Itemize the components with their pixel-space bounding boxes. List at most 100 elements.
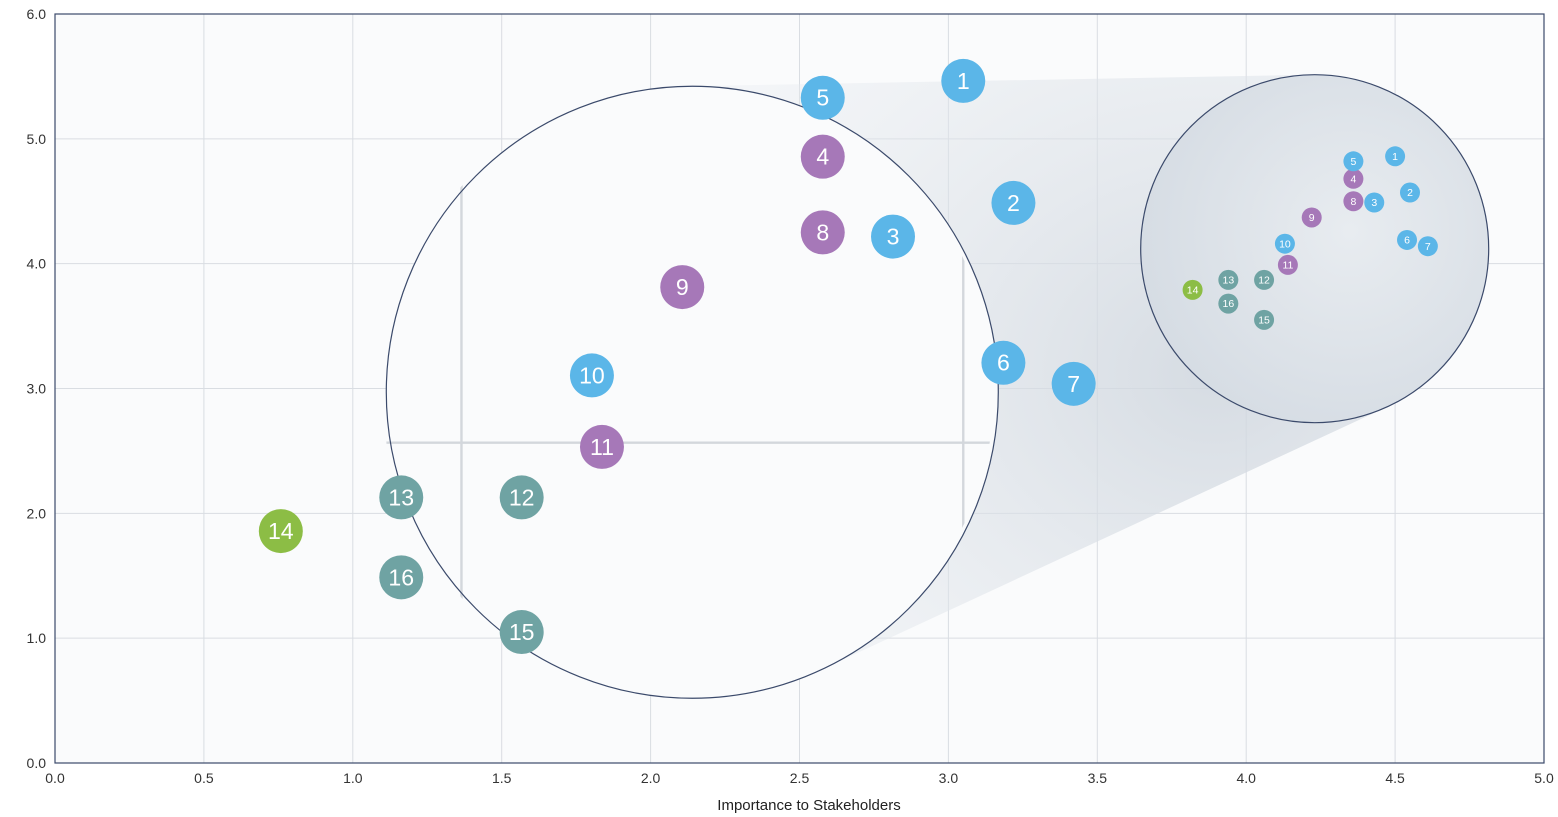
zoom-point-1-label: 1 (957, 68, 970, 94)
data-point-1-marker (1385, 146, 1406, 167)
zoom-point-2-marker (991, 180, 1036, 225)
data-point-12-label: 12 (1258, 274, 1270, 286)
zoom-point-4: 4 (800, 134, 845, 179)
data-point-7-marker (1417, 236, 1438, 257)
zoom-point-13: 13 (379, 475, 424, 520)
data-point-10: 10 (1274, 233, 1295, 254)
zoom-point-8-label: 8 (816, 219, 829, 245)
zoom-point-10-marker (569, 353, 614, 398)
data-point-12: 12 (1254, 269, 1275, 290)
data-point-14-label: 14 (1187, 284, 1199, 296)
zoom-point-9-marker (660, 265, 705, 310)
data-point-15-marker (1254, 309, 1275, 330)
data-point-11-label: 11 (1282, 260, 1293, 272)
zoom-point-3-marker (871, 214, 916, 259)
zoom-point-6-marker (981, 340, 1026, 385)
data-point-14: 14 (1182, 279, 1203, 300)
zoom-point-15-label: 15 (509, 619, 535, 645)
data-point-4-label: 4 (1350, 173, 1356, 185)
data-point-6-marker (1397, 229, 1418, 250)
zoom-point-15: 15 (499, 610, 544, 655)
zoom-point-10: 10 (569, 353, 614, 398)
zoom-point-12-marker (499, 475, 544, 520)
data-point-8: 8 (1343, 191, 1364, 212)
zoom-point-5: 5 (800, 75, 845, 120)
data-point-15: 15 (1254, 309, 1275, 330)
data-point-6-label: 6 (1404, 235, 1410, 247)
zoom-point-3: 3 (871, 214, 916, 259)
y-tick-label: 6.0 (27, 6, 47, 22)
zoom-point-2: 2 (991, 180, 1036, 225)
zoom-point-14-label: 14 (268, 518, 294, 544)
x-tick-label: 1.0 (343, 770, 363, 786)
data-point-5-marker (1343, 151, 1364, 172)
data-point-12-marker (1254, 269, 1275, 290)
data-point-6: 6 (1397, 229, 1418, 250)
zoom-point-16: 16 (379, 555, 424, 600)
data-point-13-marker (1218, 269, 1239, 290)
zoom-point-16-label: 16 (388, 564, 414, 590)
x-tick-label: 0.5 (194, 770, 214, 786)
zoom-point-13-marker (379, 475, 424, 520)
x-tick-label: 4.5 (1385, 770, 1405, 786)
zoom-magnified-circle-bg (386, 86, 999, 699)
zoom-point-14: 14 (258, 509, 303, 554)
zoom-point-1: 1 (941, 58, 986, 103)
zoom-point-7-marker (1051, 361, 1096, 406)
zoom-point-11: 11 (579, 424, 624, 469)
data-point-14-marker (1182, 279, 1203, 300)
zoom-point-9: 9 (660, 265, 705, 310)
data-point-2-marker (1399, 182, 1420, 203)
x-tick-label: 0.0 (45, 770, 65, 786)
zoom-point-1-marker (941, 58, 986, 103)
axes (54, 13, 1545, 764)
zoom-point-3-label: 3 (887, 224, 900, 250)
data-point-3-marker (1364, 192, 1385, 213)
zoom-point-7-label: 7 (1067, 371, 1080, 397)
zoom-point-9-label: 9 (676, 274, 689, 300)
zoom-point-2-label: 2 (1007, 190, 1020, 216)
x-tick-label: 2.0 (641, 770, 661, 786)
data-point-11: 11 (1277, 254, 1298, 275)
data-point-1-label: 1 (1392, 151, 1398, 163)
data-point-9-label: 9 (1309, 212, 1315, 224)
y-tick-label: 4.0 (27, 256, 47, 272)
data-point-8-marker (1343, 191, 1364, 212)
zoom-point-10-label: 10 (579, 362, 605, 388)
x-tick-label: 1.5 (492, 770, 512, 786)
zoom-point-8: 8 (800, 210, 845, 255)
data-point-2-label: 2 (1407, 187, 1413, 199)
zoom-point-8-marker (800, 210, 845, 255)
zoom-point-5-marker (800, 75, 845, 120)
zoom-point-16-marker (379, 555, 424, 600)
data-point-7: 7 (1417, 236, 1438, 257)
zoom-point-4-marker (800, 134, 845, 179)
zoom-point-5-label: 5 (816, 85, 829, 111)
zoom-point-13-label: 13 (388, 484, 414, 510)
zoom-inset: 1234567891011121314151612345678910111213… (258, 58, 1490, 699)
y-tick-label: 3.0 (27, 381, 47, 397)
x-tick-label: 5.0 (1534, 770, 1554, 786)
zoom-point-12: 12 (499, 475, 544, 520)
plot-frame (54, 13, 1545, 764)
x-tick-label: 2.5 (790, 770, 810, 786)
data-point-10-marker (1274, 233, 1295, 254)
zoom-point-6-label: 6 (997, 350, 1010, 376)
y-tick-label: 2.0 (27, 505, 47, 521)
data-point-3-label: 3 (1371, 197, 1377, 209)
data-point-4-marker (1343, 168, 1364, 189)
y-tick-labels: 0.0 1.0 2.0 3.0 4.0 5.0 6.0 (27, 6, 47, 771)
y-tick-label: 1.0 (27, 630, 47, 646)
data-point-10-label: 10 (1279, 238, 1291, 250)
x-tick-label: 4.0 (1236, 770, 1256, 786)
data-point-16-marker (1218, 293, 1239, 314)
data-point-11-marker (1277, 254, 1298, 275)
x-tick-label: 3.0 (939, 770, 959, 786)
zoom-point-15-marker (499, 610, 544, 655)
y-tick-label: 0.0 (27, 755, 47, 771)
data-point-4: 4 (1343, 168, 1364, 189)
zoom-magnified-circle (385, 85, 999, 699)
data-point-16: 16 (1218, 293, 1239, 314)
data-point-7-label: 7 (1425, 241, 1431, 253)
